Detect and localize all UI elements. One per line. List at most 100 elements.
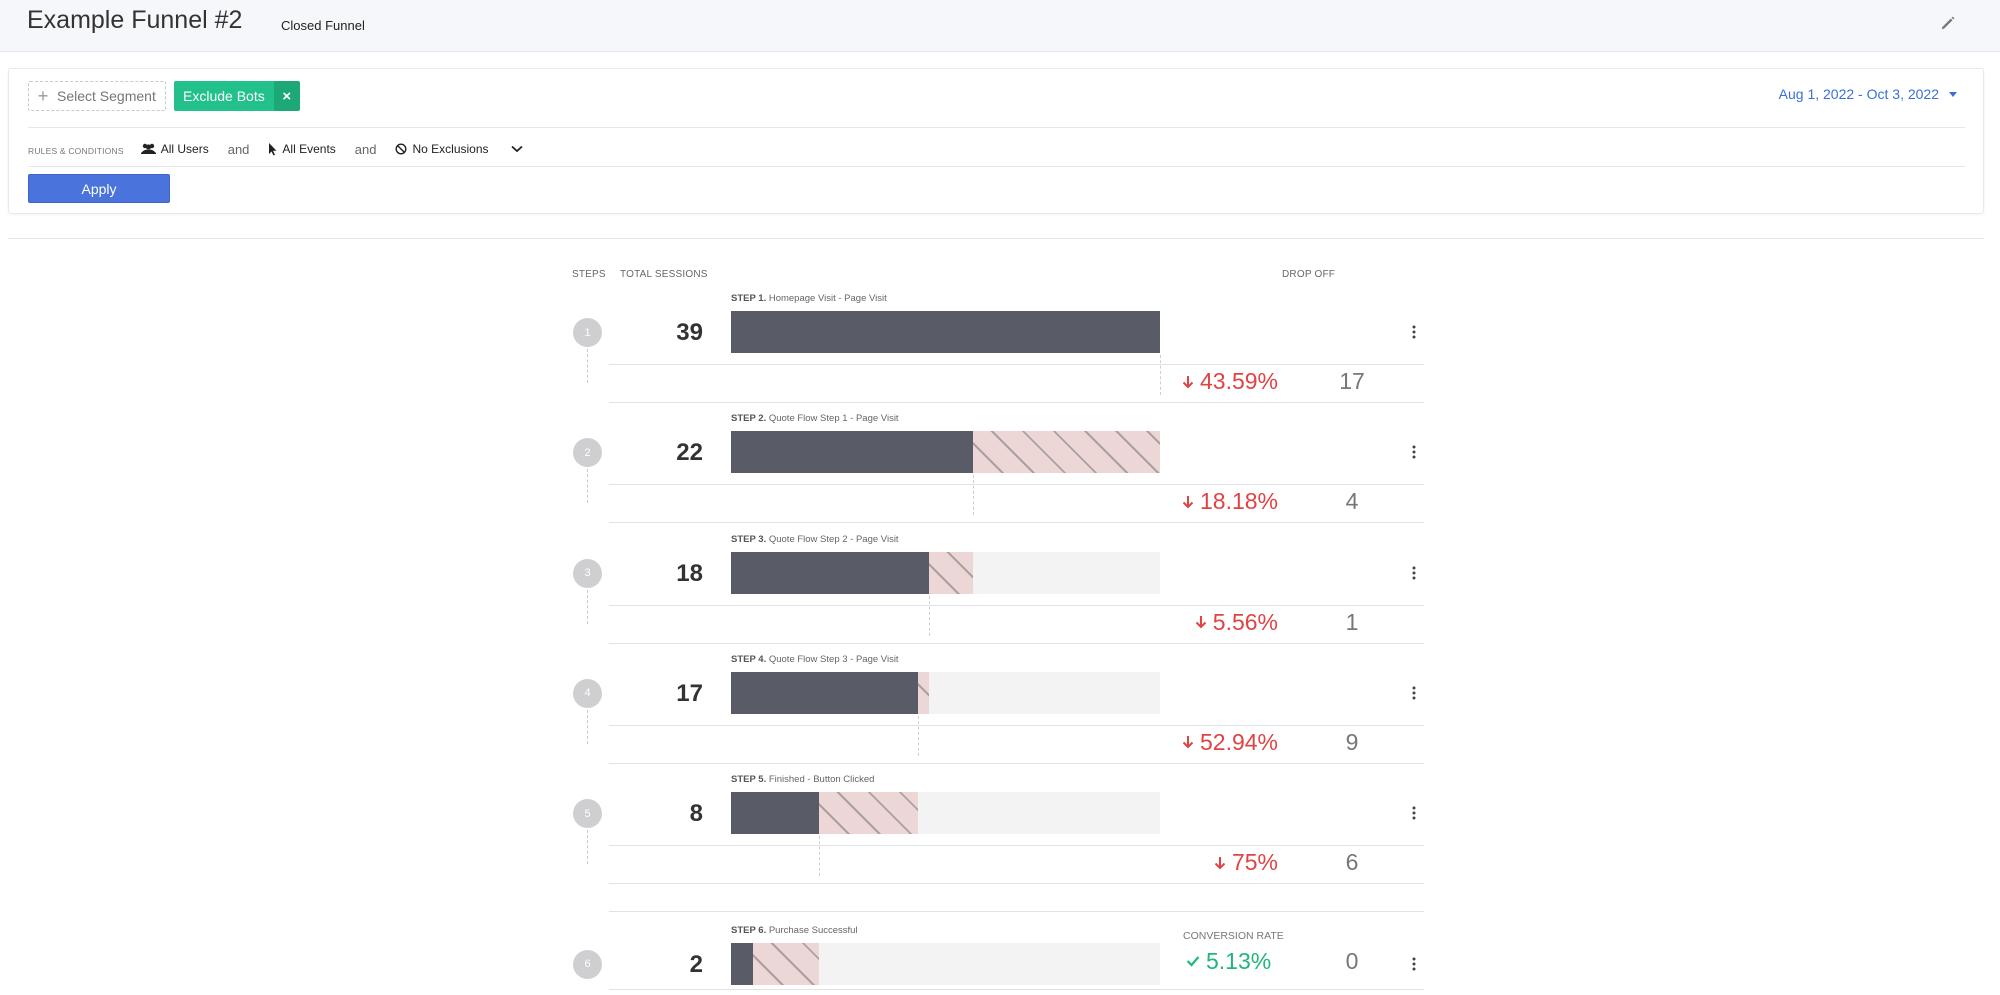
step-prefix: STEP 4. bbox=[731, 653, 767, 665]
dropoff-count: 1 bbox=[1345, 608, 1359, 635]
step-bar[interactable] bbox=[731, 311, 1160, 353]
step-name: Purchase Successful bbox=[766, 924, 858, 936]
step-bar[interactable] bbox=[731, 431, 1160, 474]
bar-dropoff bbox=[918, 671, 929, 714]
row-divider bbox=[609, 522, 1424, 524]
page-title: Example Funnel #2 bbox=[27, 6, 243, 34]
row-divider bbox=[609, 762, 1424, 764]
bar-sessions bbox=[731, 942, 753, 985]
row-divider bbox=[609, 402, 1424, 403]
step-label[interactable]: STEP 4. Quote Flow Step 3 - Page Visit bbox=[731, 654, 899, 665]
caret-down-icon bbox=[1949, 91, 1957, 97]
step-label[interactable]: STEP 6. Purchase Successful bbox=[731, 925, 858, 936]
rules-label: RULES & CONDITIONS bbox=[28, 145, 124, 156]
dropoff-count: 4 bbox=[1345, 488, 1359, 515]
rules-row: RULES & CONDITIONS All Users and All Eve… bbox=[28, 139, 523, 159]
divider bbox=[28, 127, 1965, 128]
arrow-down-icon bbox=[1182, 495, 1194, 509]
step-connector bbox=[587, 709, 588, 744]
dropoff-percent: 18.18% bbox=[1148, 488, 1278, 515]
step-number: 3 bbox=[573, 558, 602, 588]
dropoff-marker bbox=[973, 475, 974, 516]
dropoff-percent: 52.94% bbox=[1148, 729, 1278, 756]
step-name: Homepage Visit - Page Visit bbox=[766, 293, 887, 304]
dropoff-count: 0 bbox=[1345, 947, 1359, 974]
pencil-icon[interactable] bbox=[1939, 14, 1957, 32]
exclude-bots-label: Exclude Bots bbox=[174, 81, 274, 111]
bar-sessions bbox=[731, 671, 918, 714]
step-sessions: 18 bbox=[676, 559, 703, 587]
bar-sessions bbox=[731, 792, 819, 835]
step-number: 2 bbox=[573, 438, 602, 468]
row-divider bbox=[609, 724, 1424, 726]
dropoff-percent-value: 18.18% bbox=[1199, 488, 1278, 515]
step-name: Quote Flow Step 2 - Page Visit bbox=[766, 533, 899, 545]
close-icon[interactable]: × bbox=[273, 81, 300, 111]
dropoff-marker bbox=[918, 715, 919, 756]
select-segment-button[interactable]: + Select Segment bbox=[28, 81, 166, 111]
dropoff-count: 6 bbox=[1345, 849, 1359, 876]
more-options-icon[interactable] bbox=[1409, 565, 1419, 581]
users-filter[interactable]: All Users bbox=[140, 142, 209, 156]
more-options-icon[interactable] bbox=[1409, 444, 1419, 460]
steps-column-header: STEPS bbox=[572, 269, 606, 280]
step-prefix: STEP 3. bbox=[731, 533, 767, 545]
step-number: 6 bbox=[573, 949, 602, 979]
chevron-down-icon[interactable] bbox=[510, 145, 523, 153]
more-options-icon[interactable] bbox=[1409, 685, 1419, 701]
more-options-icon[interactable] bbox=[1409, 324, 1419, 340]
more-options-icon[interactable] bbox=[1409, 805, 1419, 821]
conversion-percent: 5.13% bbox=[1186, 948, 1271, 975]
step-label[interactable]: STEP 3. Quote Flow Step 2 - Page Visit bbox=[731, 534, 899, 545]
step-bar[interactable] bbox=[731, 551, 1160, 594]
step-sessions: 8 bbox=[689, 800, 703, 828]
step-bar[interactable] bbox=[731, 942, 1160, 985]
dropoff-percent-value: 52.94% bbox=[1199, 728, 1278, 755]
step-sessions: 22 bbox=[676, 439, 703, 467]
dropoff-column-header: DROP OFF bbox=[1282, 269, 1336, 280]
bar-dropoff bbox=[753, 942, 819, 985]
pointer-icon bbox=[269, 142, 277, 155]
step-sessions: 39 bbox=[676, 319, 703, 346]
step-bar[interactable] bbox=[731, 792, 1160, 835]
dropoff-percent-value: 5.56% bbox=[1212, 608, 1278, 635]
exclusions-filter[interactable]: No Exclusions bbox=[395, 142, 489, 156]
dropoff-marker bbox=[1160, 355, 1161, 395]
dropoff-count: 17 bbox=[1339, 368, 1365, 394]
dropoff-percent-value: 75% bbox=[1231, 849, 1278, 876]
step-name: Finished - Button Clicked bbox=[766, 774, 875, 786]
conversion-label: CONVERSION RATE bbox=[1183, 929, 1284, 942]
date-range-picker[interactable]: Aug 1, 2022 - Oct 3, 2022 bbox=[1779, 86, 1957, 102]
row-divider bbox=[609, 845, 1424, 847]
events-filter[interactable]: All Events bbox=[268, 142, 336, 156]
funnel-type: Closed Funnel bbox=[281, 18, 365, 33]
ban-icon bbox=[395, 143, 407, 155]
step-label[interactable]: STEP 1. Homepage Visit - Page Visit bbox=[731, 293, 887, 304]
bar-sessions bbox=[731, 431, 973, 474]
arrow-down-icon bbox=[1182, 375, 1194, 388]
step-bar[interactable] bbox=[731, 671, 1160, 714]
exclusions-filter-label: No Exclusions bbox=[412, 142, 489, 156]
step-prefix: STEP 1. bbox=[731, 293, 767, 304]
events-filter-label: All Events bbox=[282, 142, 336, 156]
step-name: Quote Flow Step 1 - Page Visit bbox=[766, 413, 899, 425]
users-icon bbox=[140, 143, 156, 154]
date-range-label: Aug 1, 2022 - Oct 3, 2022 bbox=[1778, 86, 1939, 102]
dropoff-count: 9 bbox=[1345, 728, 1359, 755]
step-connector bbox=[587, 589, 588, 624]
apply-button[interactable]: Apply bbox=[28, 174, 170, 203]
users-filter-label: All Users bbox=[160, 142, 209, 156]
select-segment-label: Select Segment bbox=[57, 88, 156, 104]
check-icon bbox=[1186, 956, 1200, 967]
exclude-bots-chip[interactable]: Exclude Bots × bbox=[174, 81, 300, 111]
step-number: 1 bbox=[573, 318, 602, 347]
arrow-down-icon bbox=[1182, 736, 1194, 749]
more-options-icon[interactable] bbox=[1409, 956, 1419, 972]
bar-dropoff bbox=[819, 792, 918, 835]
step-sessions: 17 bbox=[676, 679, 703, 707]
step-label[interactable]: STEP 2. Quote Flow Step 1 - Page Visit bbox=[731, 413, 899, 424]
row-divider bbox=[609, 642, 1424, 644]
step-label[interactable]: STEP 5. Finished - Button Clicked bbox=[731, 774, 874, 785]
row-divider bbox=[609, 484, 1424, 486]
filter-panel: + Select Segment Exclude Bots × Aug 1, 2… bbox=[8, 68, 1984, 214]
